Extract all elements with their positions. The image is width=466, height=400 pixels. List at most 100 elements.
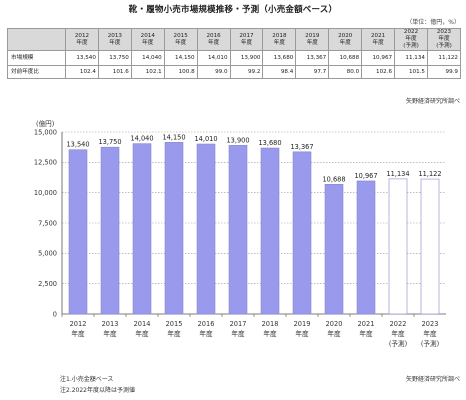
table-cell: 99.0 — [196, 65, 231, 79]
table-cell: 13,540 — [65, 50, 99, 66]
table-year-header-line: (予測) — [436, 43, 452, 49]
data-label: 13,900 — [226, 136, 249, 144]
y-tick-label: 10,000 — [34, 189, 57, 197]
table-year-header: 2015 年度 — [163, 28, 198, 51]
table-cell: 10,967 — [361, 50, 396, 66]
chart-title: 靴・履物小売市場規模推移・予測（小売金額ベース） — [128, 5, 338, 15]
source-note-top: 矢野経済研究所調べ — [405, 98, 460, 105]
bar — [164, 142, 184, 315]
y-axis-label: (億円) — [36, 119, 54, 128]
table-cell: 11,122 — [426, 50, 462, 66]
table-year-header-line: 年度 — [372, 39, 384, 46]
bar — [420, 178, 440, 315]
table-year-header-line: 2014 — [140, 32, 155, 39]
table-year-header: 2013 年度 — [97, 28, 132, 51]
table-cell: 13,367 — [295, 50, 330, 66]
bar — [356, 180, 376, 315]
x-tick-label-year: 2019 — [294, 320, 311, 328]
x-tick-label-suffix: 年度 — [391, 329, 405, 338]
x-tick-label-year: 2018 — [262, 320, 279, 328]
table-year-header-line: 2017 — [239, 32, 254, 39]
table-year-header-line: 2013 — [107, 32, 122, 39]
data-label: 13,750 — [98, 138, 121, 146]
table-row: 対前年度比 102.4 101.6 102.1 100.8 99.0 99.2 98.4 97.… — [7, 65, 462, 79]
table-year-header: 2018 年度 — [262, 28, 297, 51]
data-label: 11,134 — [386, 170, 409, 178]
x-tick-label-year: 2015 — [166, 320, 183, 328]
y-tick-label: 5,000 — [38, 250, 57, 258]
table-year-header-line: 2023 — [436, 29, 452, 35]
x-tick-label-year: 2013 — [102, 320, 119, 328]
table-year-header: 2014 年度 — [130, 28, 165, 51]
x-tick-label-suffix: 年度 — [359, 329, 373, 338]
table-year-header-line: 年度 — [405, 36, 417, 42]
table-year-header-line: 2020 — [338, 32, 353, 39]
x-tick-label-suffix: 年度 — [423, 329, 437, 338]
bar — [388, 178, 408, 315]
market-size-table: 2012 年度 2013 年度 2014 年度 2015 年度 2016 年度 2017 年度 2018… — [7, 28, 462, 79]
y-tick-label: 15,000 — [34, 128, 57, 136]
table-year-header: 2012 年度 — [65, 28, 99, 51]
x-tick-label-suffix: 年度 — [231, 329, 245, 338]
table-year-header-line: (予測) — [403, 43, 419, 49]
data-label: 14,150 — [162, 133, 185, 141]
table-cell: 102.1 — [130, 65, 165, 79]
data-label: 14,010 — [194, 135, 217, 143]
table-year-header: 2016 年度 — [196, 28, 231, 51]
x-tick-label-suffix: 年度 — [167, 329, 181, 338]
table-cell: 102.4 — [65, 65, 99, 79]
table-header-row: 2012 年度 2013 年度 2014 年度 2015 年度 2016 年度 2017 年度 2018… — [7, 28, 462, 51]
x-tick-label-year: 2017 — [230, 320, 247, 328]
x-tick-label-year: 2016 — [198, 320, 215, 328]
table-year-header-line: 2019 — [305, 32, 320, 39]
bar — [68, 149, 88, 315]
table-year-header-line: 年度 — [109, 39, 121, 46]
table-cell: 14,010 — [196, 50, 231, 66]
table-year-header-line: 2018 — [272, 32, 287, 39]
bar — [228, 145, 248, 315]
table-row-label: 市場規模 — [7, 50, 66, 66]
x-tick-label-suffix: 年度 — [295, 329, 309, 338]
bar-chart: (億円) 0 2,500 5,000 7,500 10,000 12,500 15,000 13… — [34, 119, 446, 348]
table-cell: 80.0 — [328, 65, 363, 79]
x-tick-label-year: 2023 — [422, 320, 439, 328]
table-cell: 14,150 — [163, 50, 198, 66]
table-cell: 13,900 — [229, 50, 264, 66]
data-label: 11,122 — [418, 170, 441, 178]
data-label: 13,367 — [290, 143, 313, 151]
x-tick-label-suffix: 年度 — [263, 329, 277, 338]
x-tick-label-suffix: 年度 — [71, 329, 85, 338]
table-year-header-line: 年度 — [240, 39, 253, 46]
data-label: 13,540 — [66, 141, 89, 149]
table-cell: 14,040 — [130, 50, 165, 66]
y-tick-label: 2,500 — [38, 280, 57, 288]
table-year-header: 2022 年度 (予測) — [394, 28, 428, 51]
table-year-header-line: 年度 — [273, 39, 285, 46]
bar — [260, 147, 280, 315]
table-year-header-line: 2015 — [173, 32, 188, 39]
x-tick-label-suffix: 年度 — [199, 329, 213, 338]
table-year-header-line: 年度 — [175, 39, 187, 46]
data-label: 10,688 — [322, 175, 345, 183]
table-cell: 98.4 — [262, 65, 297, 79]
y-tick-label: 0 — [53, 310, 57, 318]
bar — [100, 146, 120, 315]
table-year-header-line: 年度 — [207, 39, 220, 46]
x-tick-label-year: 2012 — [70, 320, 87, 328]
table-year-header: 2021 年度 — [361, 28, 396, 51]
bar — [132, 143, 152, 315]
bar — [324, 184, 344, 315]
x-tick-label-year: 2020 — [326, 320, 343, 328]
table-cell: 13,750 — [97, 50, 132, 66]
x-tick-label-suffix: 年度 — [103, 329, 117, 338]
table-cell: 13,680 — [262, 50, 297, 66]
table-year-header-line: 2022 — [403, 29, 419, 35]
table-year-header-line: 年度 — [142, 39, 154, 46]
table-cell: 101.6 — [97, 65, 132, 79]
table-year-header: 2017 年度 — [229, 28, 264, 51]
bar — [196, 143, 216, 315]
table-cell: 100.8 — [163, 65, 198, 79]
table-year-header-line: 年度 — [339, 39, 351, 46]
bar — [292, 151, 312, 315]
x-tick-label-year: 2021 — [358, 320, 375, 328]
